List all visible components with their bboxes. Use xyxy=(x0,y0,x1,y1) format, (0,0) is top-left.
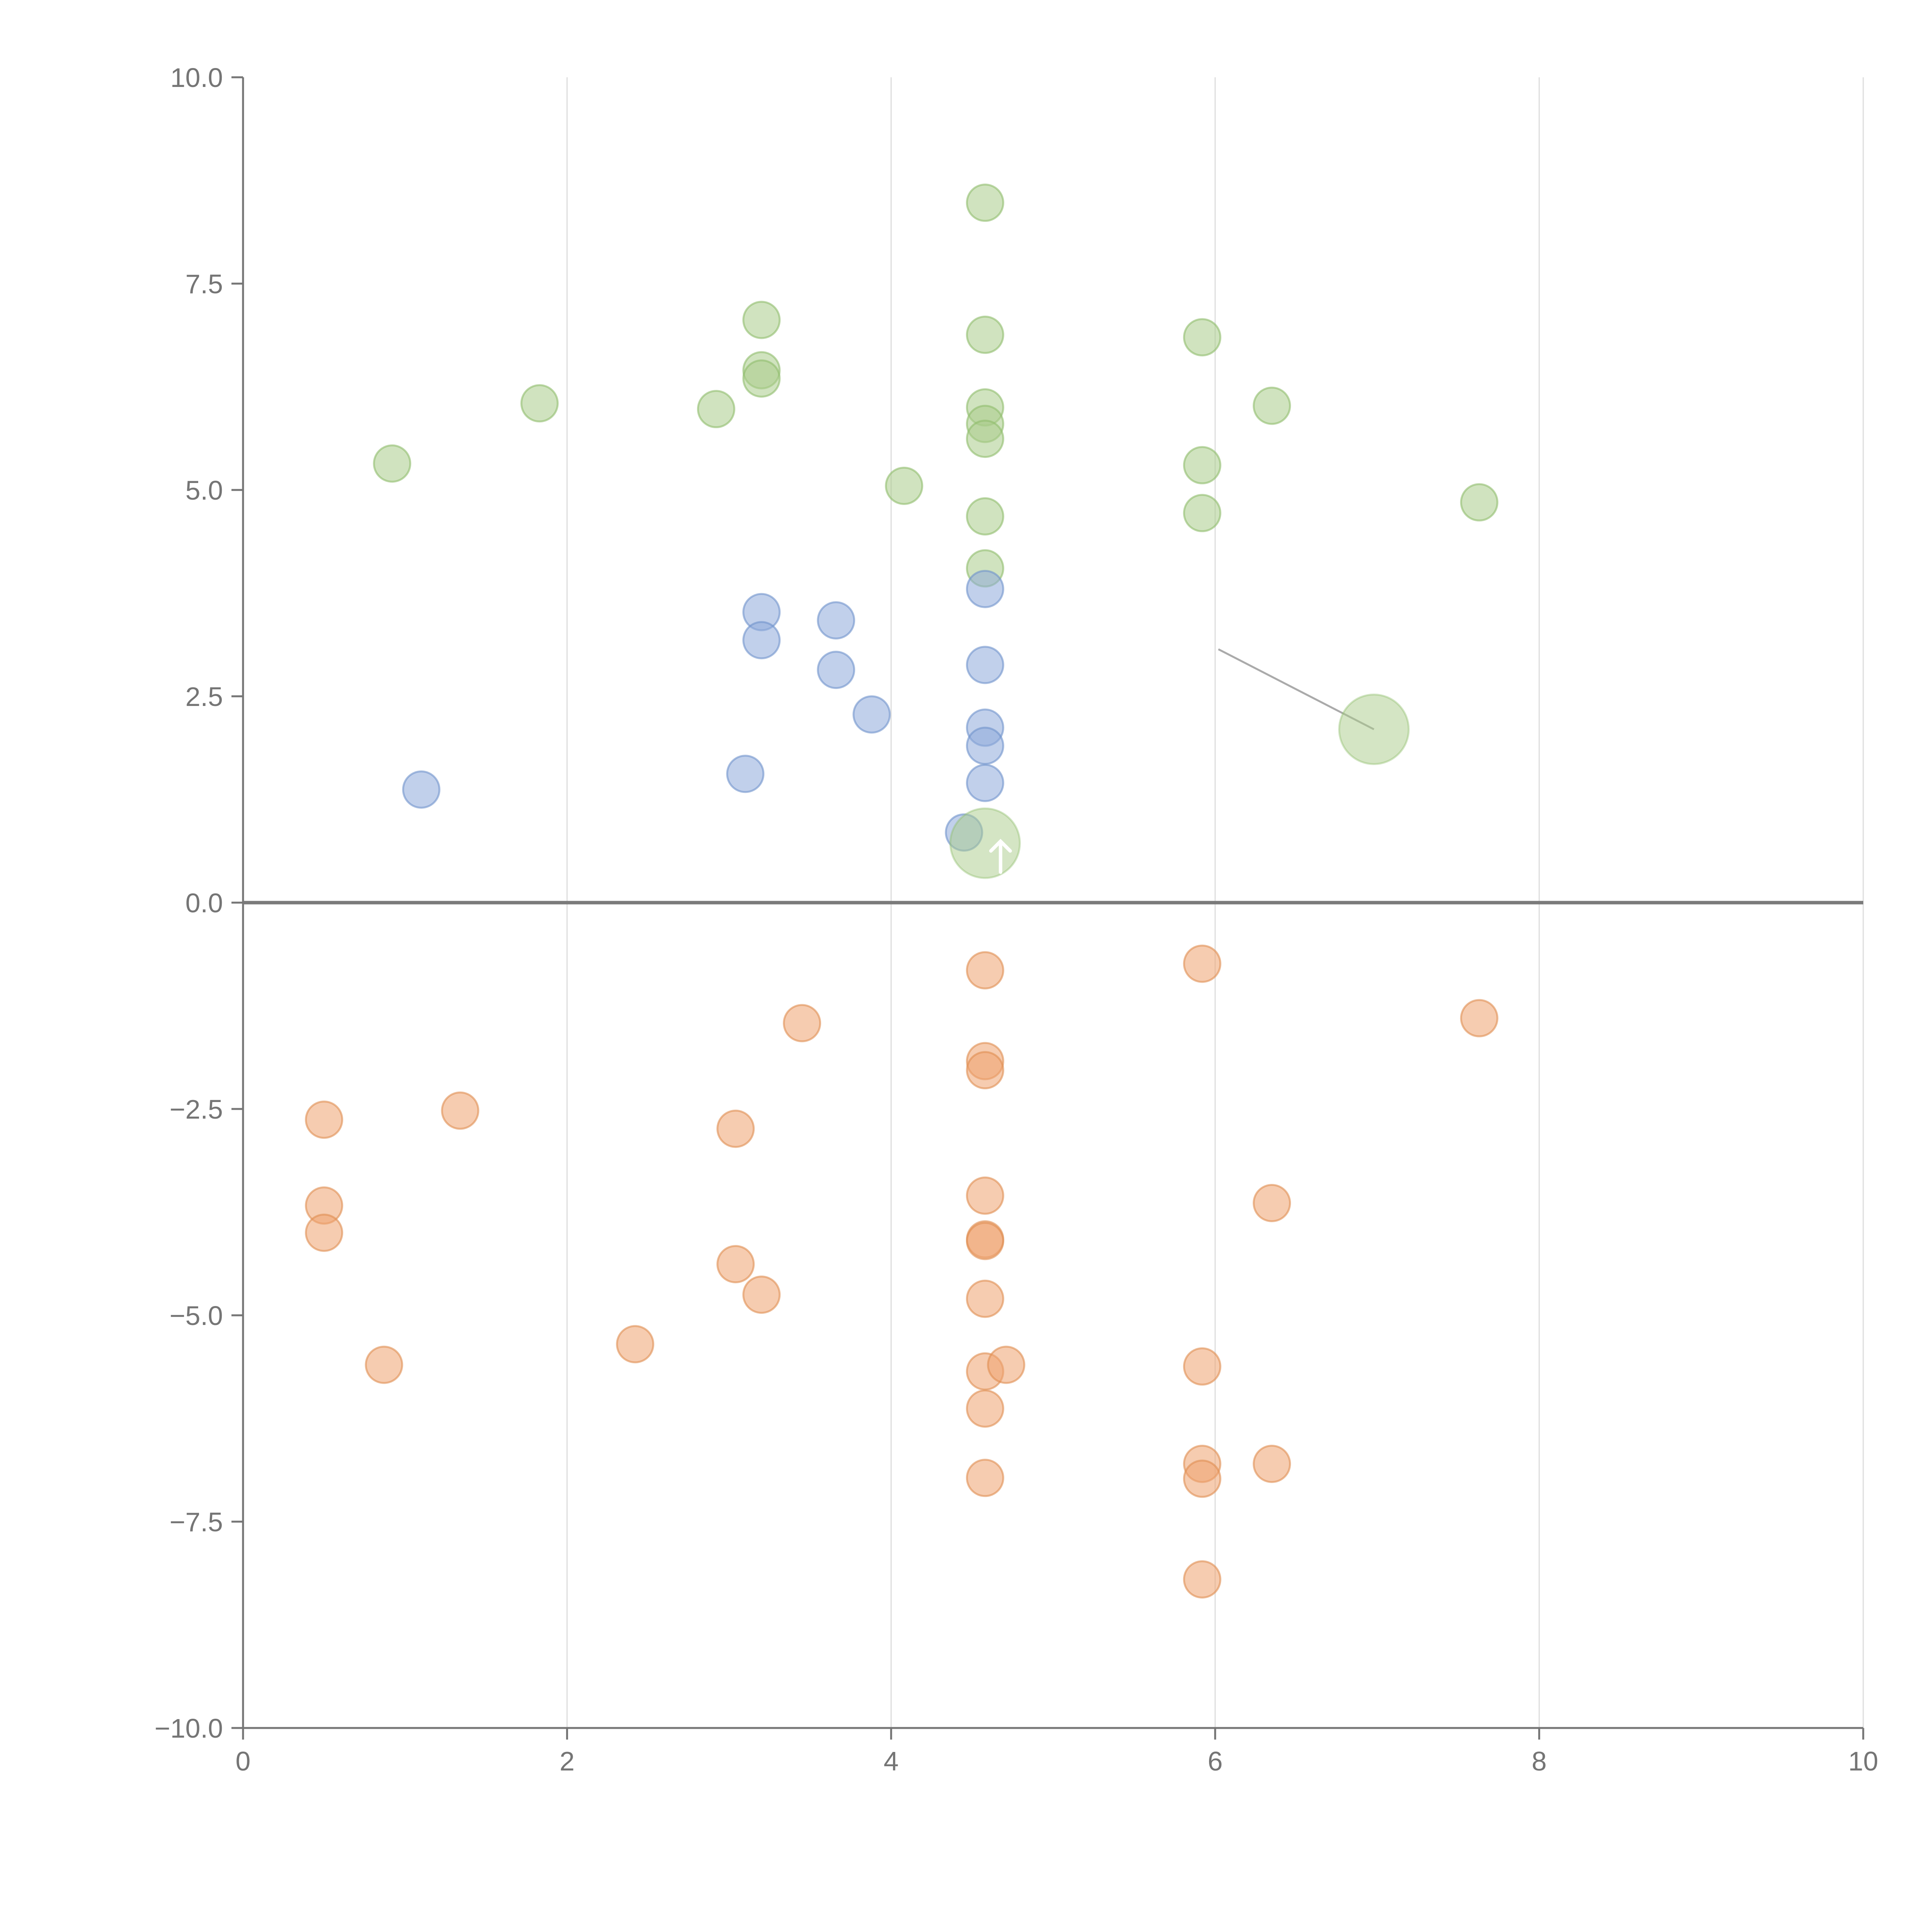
y-tick-label: −7.5 xyxy=(170,1507,223,1537)
data-point-blue xyxy=(966,570,1004,608)
data-point-green xyxy=(742,359,781,398)
data-point-blue xyxy=(966,764,1004,802)
data-point-orange xyxy=(1460,999,1498,1037)
x-tick-label: 10 xyxy=(1848,1746,1878,1776)
y-tick-label: 2.5 xyxy=(185,682,223,712)
highlighted-point xyxy=(1338,693,1410,765)
data-point-orange xyxy=(966,1051,1004,1090)
y-tick-label: −2.5 xyxy=(170,1094,223,1124)
data-point-orange xyxy=(1183,1459,1221,1498)
highlight-layer xyxy=(949,648,1410,879)
data-point-orange xyxy=(987,1345,1026,1384)
x-tick-label: 0 xyxy=(236,1746,251,1776)
data-point-orange xyxy=(966,1459,1004,1497)
data-point-orange xyxy=(742,1276,781,1314)
data-point-orange xyxy=(966,951,1004,990)
data-point-orange xyxy=(1183,1347,1221,1386)
data-point-orange xyxy=(305,1213,344,1252)
data-point-blue xyxy=(726,755,765,793)
arrow-up-icon xyxy=(989,838,1012,874)
x-tick-label: 8 xyxy=(1532,1746,1547,1776)
y-tick-label: −10.0 xyxy=(155,1713,223,1743)
data-point-green xyxy=(1183,494,1221,532)
data-point-blue xyxy=(817,601,855,639)
data-point-green xyxy=(966,420,1004,458)
y-tick-label: −5.0 xyxy=(170,1301,223,1331)
point-layer xyxy=(305,184,1498,1599)
data-point-blue xyxy=(966,646,1004,684)
data-point-orange xyxy=(1183,1560,1221,1599)
data-point-green xyxy=(1253,386,1291,425)
data-point-green xyxy=(966,184,1004,222)
data-point-blue xyxy=(402,770,440,809)
data-point-orange xyxy=(966,1279,1004,1318)
data-point-orange xyxy=(966,1176,1004,1215)
data-point-green xyxy=(697,390,735,429)
data-point-green xyxy=(1183,318,1221,357)
data-point-green xyxy=(966,315,1004,354)
data-point-green xyxy=(520,384,559,423)
y-tick-label: 0.0 xyxy=(185,888,223,918)
data-point-green xyxy=(1183,446,1221,485)
y-tick-label: 7.5 xyxy=(185,269,223,299)
data-point-orange xyxy=(1253,1184,1291,1223)
data-point-blue xyxy=(742,621,781,660)
data-point-orange xyxy=(365,1345,403,1384)
data-point-blue xyxy=(966,726,1004,765)
data-point-green xyxy=(742,301,781,339)
axis-layer: 0 2 4 6 8 10 10.0 7.5 5.0 2.5 0.0 −2.5 −5.0 −7.5 −10.0 xyxy=(155,63,1878,1776)
x-tick-label: 4 xyxy=(884,1746,899,1776)
data-point-green xyxy=(966,497,1004,536)
data-point-orange xyxy=(783,1004,821,1043)
y-tick-label: 5.0 xyxy=(185,475,223,505)
data-point-orange xyxy=(441,1091,480,1130)
data-point-orange xyxy=(305,1100,344,1139)
data-point-orange xyxy=(716,1245,755,1284)
data-point-blue xyxy=(852,695,891,734)
data-point-blue xyxy=(817,651,855,689)
data-point-orange xyxy=(966,1222,1004,1260)
x-tick-label: 6 xyxy=(1208,1746,1223,1776)
data-point-orange xyxy=(616,1325,655,1364)
data-point-green xyxy=(1460,483,1498,522)
highlighted-point xyxy=(949,807,1021,879)
data-point-orange xyxy=(1253,1444,1291,1483)
y-tick-label: 10.0 xyxy=(170,63,223,93)
data-point-orange xyxy=(1183,944,1221,983)
data-point-orange xyxy=(716,1109,755,1148)
data-point-orange xyxy=(966,1389,1004,1428)
x-tick-label: 2 xyxy=(560,1746,575,1776)
data-point-green xyxy=(885,466,923,505)
data-point-green xyxy=(373,444,412,483)
